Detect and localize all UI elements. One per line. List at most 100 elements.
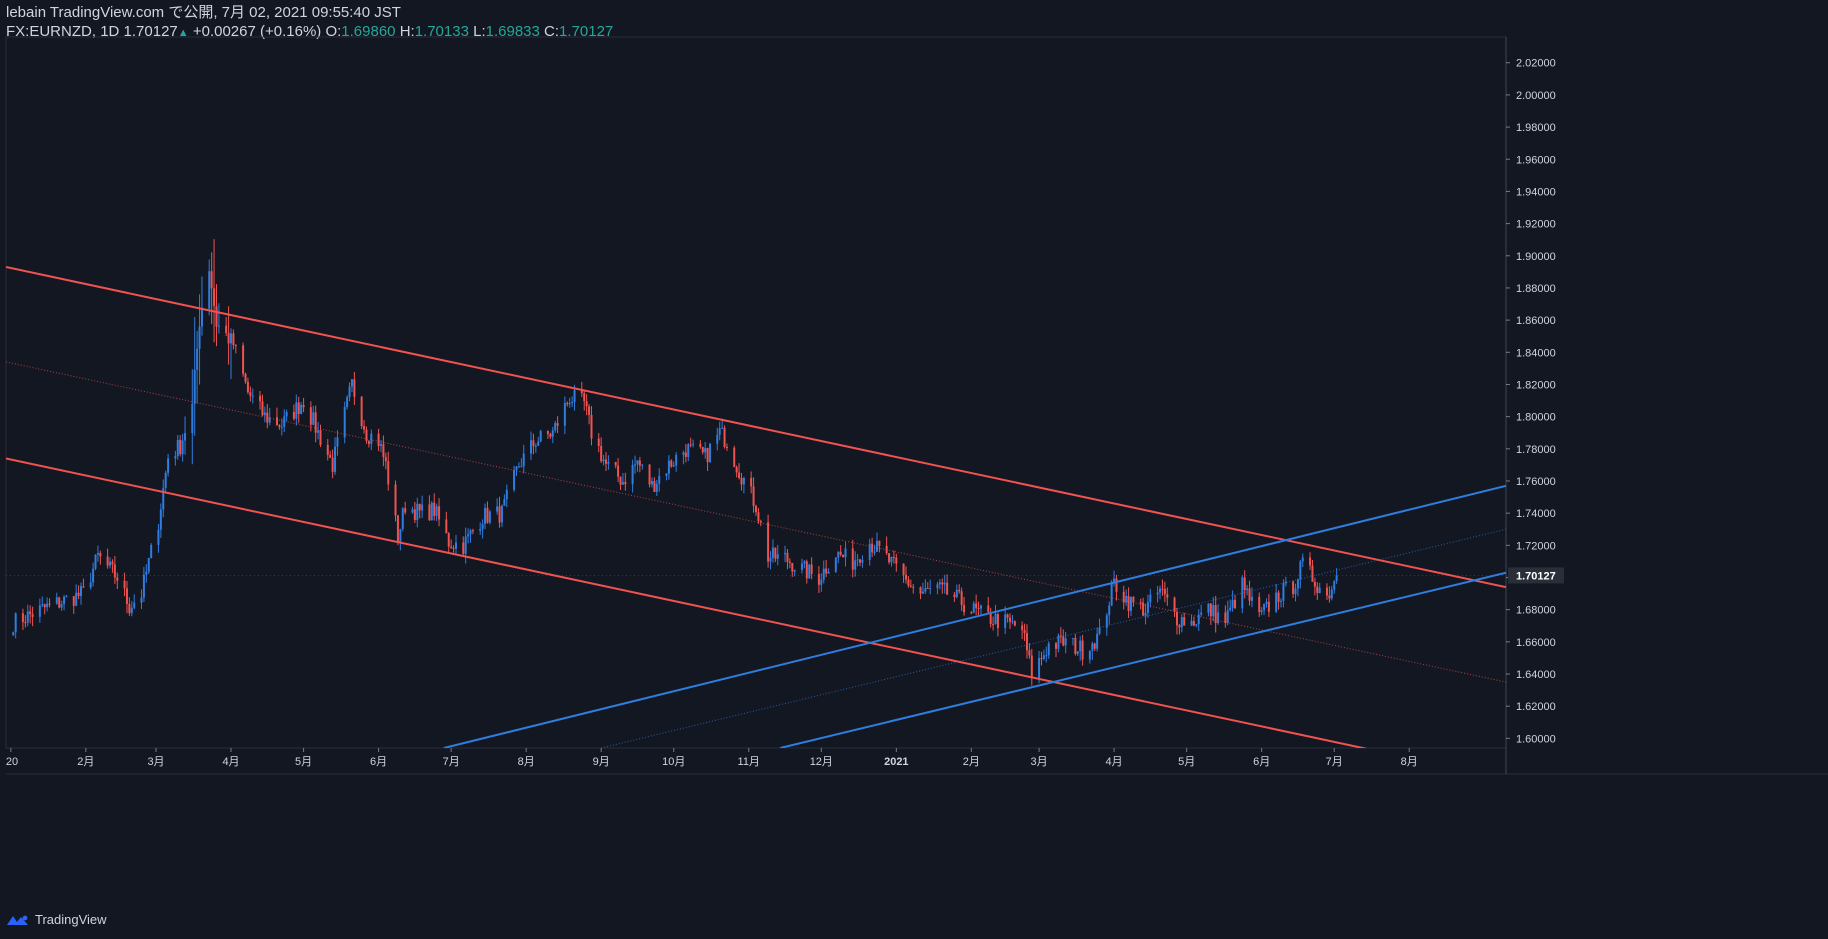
- candle-up: [1229, 607, 1232, 611]
- candle-up: [980, 605, 982, 609]
- x-tick-label: 10月: [662, 756, 685, 768]
- candle-up: [551, 430, 554, 437]
- candle-down: [1192, 620, 1195, 626]
- candle-up: [96, 552, 99, 555]
- candle-down: [1243, 577, 1246, 591]
- candle-up: [602, 459, 605, 462]
- candle-up: [455, 542, 457, 549]
- candle-up: [191, 403, 194, 434]
- candle-up: [63, 596, 66, 605]
- candle-up: [513, 469, 516, 490]
- red-trendline[interactable]: [6, 266, 1506, 589]
- candle-up: [159, 509, 162, 530]
- candle-down: [31, 614, 34, 617]
- candle-up: [1333, 581, 1336, 590]
- blue-trendline[interactable]: [779, 571, 1506, 748]
- candle-down: [1139, 602, 1142, 604]
- candle-down: [1224, 612, 1227, 623]
- candle-up: [808, 564, 811, 579]
- candle-down: [244, 373, 247, 382]
- candle-down: [701, 446, 704, 453]
- candle-down: [225, 325, 228, 334]
- last-price: 1.70127: [123, 23, 178, 40]
- candle-up: [1004, 614, 1007, 629]
- candle-down: [1248, 588, 1251, 601]
- trendlines: [6, 266, 1506, 778]
- candle-down: [556, 423, 559, 426]
- candle-up: [174, 456, 177, 459]
- candle-up: [421, 504, 424, 511]
- candle-down: [1013, 621, 1016, 626]
- candle-up: [1042, 655, 1045, 659]
- x-tick-label: 7月: [443, 756, 460, 768]
- candle-down: [314, 412, 317, 433]
- candle-up: [109, 561, 112, 566]
- candle-down: [363, 426, 366, 430]
- x-tick-label: 9月: [593, 756, 610, 768]
- candle-down: [377, 433, 380, 446]
- candle-down: [259, 395, 262, 402]
- y-tick-label: 1.76000: [1516, 476, 1556, 488]
- candle-up: [285, 412, 288, 417]
- candle-down: [1021, 625, 1024, 631]
- candle-up: [769, 557, 772, 562]
- red-trendline[interactable]: [6, 361, 1506, 683]
- candle-down: [1025, 633, 1028, 651]
- red-trendline[interactable]: [6, 457, 1506, 778]
- candle-up: [742, 477, 745, 485]
- candle-up: [972, 603, 975, 613]
- candle-up: [1263, 603, 1266, 611]
- candle-down: [278, 425, 281, 427]
- candle-up: [38, 605, 41, 617]
- candle-up: [350, 379, 353, 387]
- candle-up: [399, 528, 402, 543]
- candle-up: [537, 441, 540, 446]
- candle-up: [682, 452, 685, 455]
- x-tick-label: 6月: [1253, 756, 1270, 768]
- candle-up: [94, 554, 97, 569]
- candle-down: [215, 306, 218, 327]
- candle-down: [29, 611, 32, 615]
- y-tick-label: 1.96000: [1516, 154, 1556, 166]
- candle-down: [24, 622, 27, 624]
- y-tick-label: 1.74000: [1516, 508, 1556, 520]
- candle-up: [716, 434, 719, 444]
- candle-up: [1045, 655, 1048, 657]
- candle-down: [941, 582, 944, 585]
- candle-down: [1311, 565, 1314, 582]
- candle-up: [861, 559, 864, 563]
- candle-up: [1047, 643, 1050, 656]
- candle-up: [65, 596, 68, 598]
- y-tick-label: 2.00000: [1516, 90, 1556, 102]
- candle-down: [926, 587, 929, 589]
- y-tick-label: 1.84000: [1516, 347, 1556, 359]
- candle-up: [500, 505, 503, 523]
- candle-up: [164, 472, 167, 488]
- candle-up: [929, 588, 932, 590]
- blue-trendline[interactable]: [443, 484, 1506, 748]
- candle-up: [346, 397, 349, 408]
- candle-up: [14, 613, 17, 633]
- candle-down: [1055, 643, 1057, 649]
- candle-down: [116, 577, 119, 581]
- candle-up: [464, 536, 467, 554]
- candle-up: [837, 551, 840, 558]
- candle-up: [162, 487, 165, 510]
- candle-down: [1127, 595, 1130, 611]
- candle-down: [733, 447, 736, 467]
- candle-down: [365, 429, 368, 441]
- candle-up: [667, 460, 670, 474]
- candle-down: [706, 447, 709, 462]
- candle-up: [718, 428, 721, 435]
- y-tick-label: 1.72000: [1516, 540, 1556, 552]
- candle-up: [176, 439, 179, 457]
- x-tick-label: 5月: [295, 756, 312, 768]
- candle-down: [433, 502, 436, 516]
- candle-down: [619, 476, 622, 485]
- blue-trendline[interactable]: [601, 528, 1506, 748]
- candle-up: [1091, 643, 1094, 651]
- candle-up: [800, 563, 803, 570]
- candle-up: [181, 440, 184, 455]
- candle-up: [692, 443, 695, 445]
